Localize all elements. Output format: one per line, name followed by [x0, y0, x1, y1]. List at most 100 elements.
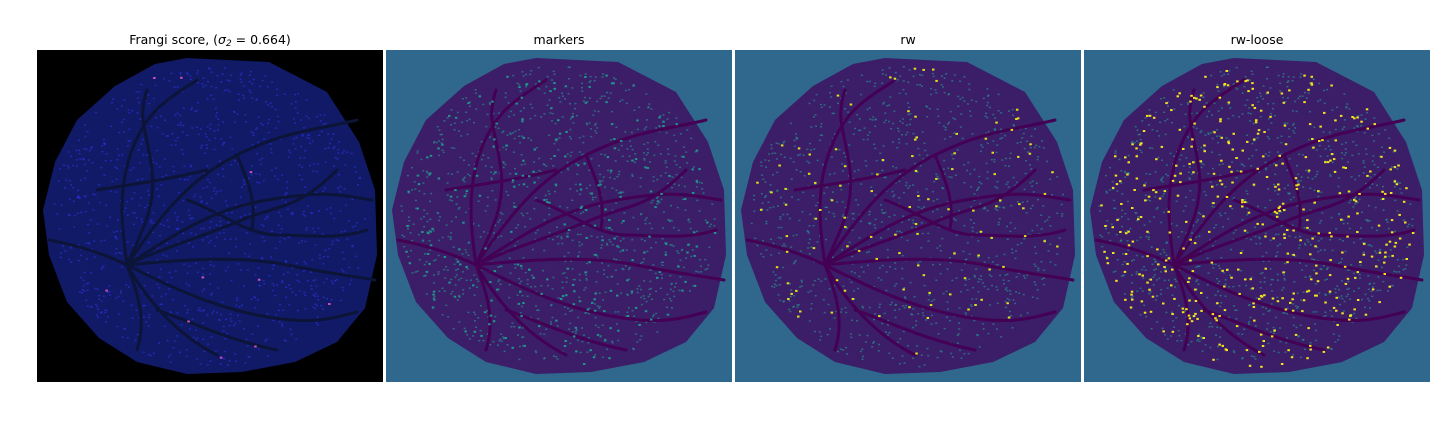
- speckle: [474, 313, 477, 316]
- speckle: [409, 232, 412, 234]
- speckle: [639, 213, 642, 216]
- speckle: [959, 349, 961, 352]
- speckle: [233, 324, 235, 327]
- speckle: [1246, 213, 1249, 216]
- speckle: [898, 138, 900, 140]
- speckle: [893, 309, 896, 311]
- speckle: [770, 147, 773, 150]
- speckle: [1188, 177, 1191, 179]
- speckle: [596, 255, 599, 257]
- speckle: [332, 147, 335, 150]
- speckle: [131, 197, 133, 200]
- speckle: [977, 256, 980, 259]
- speckle: [426, 212, 429, 215]
- highlight-pixel: [593, 309, 597, 312]
- highlight-pixel: [898, 252, 901, 255]
- highlight-pixel: [929, 304, 933, 306]
- vessel: [793, 168, 907, 192]
- speckle: [995, 286, 998, 288]
- speckle: [661, 277, 663, 279]
- speckle: [188, 265, 191, 267]
- speckle: [1364, 148, 1367, 150]
- highlight-pixel: [1162, 330, 1165, 333]
- speckle: [1029, 182, 1032, 184]
- speckle: [176, 112, 179, 115]
- highlight-pixel: [594, 292, 597, 295]
- speckle: [1013, 125, 1015, 127]
- speckle: [645, 126, 648, 128]
- speckle: [1298, 247, 1301, 249]
- speckle: [981, 146, 984, 148]
- speckle: [1148, 109, 1151, 111]
- speckle: [520, 212, 523, 215]
- speckle: [893, 194, 896, 196]
- speckle: [114, 166, 117, 168]
- highlight-pixel: [1335, 309, 1338, 312]
- speckle: [246, 269, 249, 271]
- highlight-pixel: [1111, 226, 1114, 229]
- highlight-pixel: [949, 293, 952, 296]
- speckle: [83, 148, 86, 150]
- highlight-pixel: [472, 284, 475, 287]
- speckle: [311, 227, 314, 230]
- highlight-pixel: [677, 265, 680, 268]
- speckle: [265, 101, 267, 103]
- speckle: [826, 206, 828, 209]
- speckle: [219, 220, 222, 223]
- speckle: [578, 137, 581, 139]
- speckle: [1164, 120, 1167, 122]
- speckle: [291, 291, 294, 293]
- speckle: [468, 175, 471, 177]
- speckle: [202, 86, 205, 88]
- speckle: [1127, 154, 1130, 157]
- speckle: [976, 334, 979, 337]
- speckle: [586, 101, 589, 103]
- speckle: [433, 259, 435, 262]
- highlight-pixel: [1383, 273, 1386, 275]
- speckle: [1165, 254, 1168, 256]
- speckle: [1011, 248, 1013, 250]
- speckle: [1352, 241, 1355, 244]
- speckle: [517, 224, 520, 226]
- highlight-pixel: [999, 199, 1002, 202]
- speckle: [414, 199, 417, 202]
- speckle: [1355, 317, 1358, 320]
- highlight-pixel: [1115, 183, 1119, 186]
- highlight-pixel: [664, 253, 668, 256]
- highlight-pixel: [807, 172, 811, 175]
- speckle: [1352, 141, 1355, 143]
- speckle: [1333, 320, 1336, 322]
- speckle: [263, 240, 266, 242]
- speckle: [589, 80, 592, 82]
- highlight-pixel: [1398, 213, 1401, 216]
- speckle: [301, 166, 304, 168]
- speckle: [298, 281, 301, 283]
- speckle: [1178, 334, 1181, 337]
- speckle: [1255, 242, 1258, 245]
- speckle: [202, 227, 205, 230]
- speckle: [912, 308, 915, 310]
- speckle: [596, 271, 599, 273]
- speckle: [1133, 141, 1136, 144]
- speckle: [604, 186, 607, 188]
- highlight-pixel: [1154, 191, 1158, 194]
- speckle: [1026, 312, 1029, 314]
- speckle: [201, 267, 204, 270]
- highlight-pixel: [555, 319, 558, 322]
- speckle: [97, 316, 100, 318]
- speckle: [901, 221, 904, 223]
- speckle: [617, 339, 620, 342]
- speckle: [1170, 311, 1173, 313]
- speckle: [226, 89, 229, 91]
- highlight-pixel: [1199, 94, 1203, 97]
- speckle: [189, 175, 192, 177]
- speckle: [120, 252, 123, 255]
- highlight-pixel: [648, 235, 651, 238]
- highlight-pixel: [1188, 299, 1191, 302]
- speckle: [1035, 252, 1038, 255]
- speckle: [78, 149, 81, 152]
- highlight-pixel: [630, 290, 634, 293]
- speckle: [586, 123, 589, 126]
- speckle: [1343, 119, 1346, 121]
- highlight-pixel: [1366, 127, 1369, 130]
